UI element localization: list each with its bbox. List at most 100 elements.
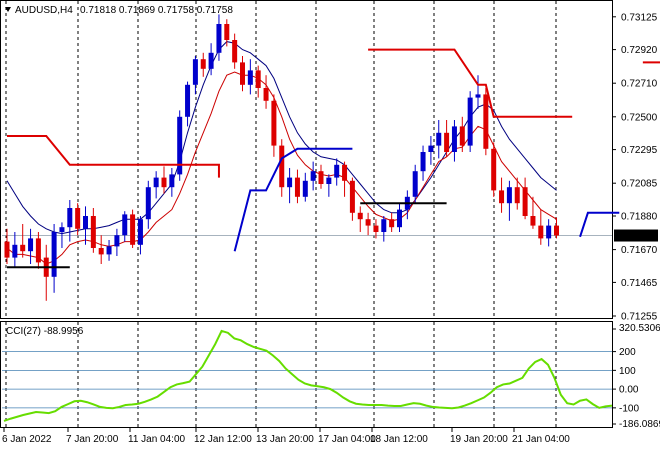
candle-bear (130, 214, 136, 245)
cci-title: CCI(27) -88.9956 (6, 326, 84, 337)
candle-bull (51, 232, 57, 277)
stop-line-down (368, 48, 573, 118)
time-tick-label: 13 Jan 20:00 (256, 434, 314, 445)
candle-bull (287, 177, 293, 188)
candle-bear (499, 190, 505, 204)
candle-bear (514, 187, 520, 204)
candle-bear (279, 145, 285, 188)
candle-bull (59, 227, 65, 232)
candle-bear (389, 219, 395, 228)
candle-bull (28, 238, 34, 252)
candle-bear (554, 225, 559, 236)
price-panel[interactable] (0, 0, 613, 319)
price-tick-label: 0.71670 (621, 245, 658, 256)
candles (4, 14, 559, 301)
candle-bull (475, 94, 481, 98)
candle-bear (294, 177, 300, 197)
cci-tick-label: 320.5306 (619, 323, 660, 334)
price-tick-label: 0.71255 (621, 312, 658, 323)
cci-tick-label: 200 (619, 347, 636, 358)
price-axis: 0.73125 0.72920 0.72710 0.72500 0.72295 0.720… (612, 12, 658, 323)
ma-slow-line (6, 41, 557, 235)
time-tick-label: 17 Jan 04:00 (318, 434, 376, 445)
candle-bull (467, 97, 473, 146)
price-tick-label: 0.72710 (621, 79, 658, 90)
candle-bear (365, 219, 371, 226)
candle-bull (310, 171, 316, 181)
candle-bull (83, 216, 88, 229)
candle-bear (263, 88, 269, 101)
cci-axis: 320.5306 200 100 0.00 -100 -186.0869 (612, 323, 660, 430)
candle-bull (67, 208, 73, 228)
candle-bear (90, 216, 96, 248)
candle-bear (232, 40, 238, 63)
stop-line-down (642, 61, 660, 64)
candle-bear (342, 164, 348, 181)
candle-bull (106, 246, 112, 255)
candle-bull (247, 70, 253, 85)
candle-bull (114, 235, 120, 247)
time-tick-label: 6 Jan 2022 (2, 434, 52, 445)
candle-bull (420, 152, 426, 172)
ohlc-header: 0.71818 0.71869 0.71758 0.71758 (80, 5, 233, 16)
cci-series (3, 329, 613, 422)
time-tick-label: 19 Jan 20:00 (450, 434, 508, 445)
candle-bear (20, 244, 26, 252)
time-tick-label: 12 Jan 12:00 (194, 434, 252, 445)
candle-bear (98, 248, 104, 255)
candle-bear (491, 148, 497, 191)
price-tick-label: 0.71880 (621, 212, 658, 223)
triangle-down-icon[interactable] (5, 7, 11, 12)
indicator-lines (6, 41, 557, 265)
candle-bear (357, 212, 363, 220)
time-tick-label: 18 Jan 12:00 (370, 434, 428, 445)
candle-bull (177, 116, 183, 175)
ma-fast-line (6, 71, 557, 265)
candle-bull (436, 132, 442, 146)
candle-bear (224, 24, 230, 40)
cci-panel[interactable] (0, 321, 613, 428)
candle-bear (444, 132, 450, 152)
time-tick-label: 11 Jan 04:00 (128, 434, 186, 445)
cci-tick-label: 0.00 (619, 385, 639, 396)
candle-bear (200, 59, 206, 69)
stop-line-up (233, 147, 353, 252)
candle-bull (145, 187, 151, 220)
candle-bull (397, 209, 402, 228)
candle-bull (208, 52, 214, 69)
price-tick-label: 0.72295 (621, 145, 658, 156)
candle-bear (255, 70, 261, 88)
candle-bull (216, 24, 222, 53)
cci-tick-label: -100 (619, 403, 639, 414)
candle-bull (381, 219, 387, 232)
candle-bear (318, 171, 324, 184)
candle-bull (412, 171, 418, 197)
candle-bull (185, 84, 191, 117)
current-price-marker: 0.71758 (614, 229, 658, 243)
candle-bull (334, 164, 340, 178)
candle-bear (75, 208, 81, 229)
time-tick-label: 7 Jan 20:00 (66, 434, 119, 445)
time-axis: 6 Jan 2022 7 Jan 20:00 11 Jan 04:00 12 Jan … (2, 428, 570, 445)
candle-bull (428, 145, 434, 152)
candle-bear (530, 216, 536, 226)
candle-bull (326, 177, 332, 184)
cci-line (3, 329, 613, 422)
candle-bull (451, 126, 457, 152)
cci-tick-label: 100 (619, 366, 636, 377)
current-price-label: 0.71758 (618, 232, 655, 243)
symbol-header: AUDUSD,H4 (15, 5, 73, 16)
candle-bear (373, 225, 379, 232)
cci-tick-label: -186.0869 (619, 419, 660, 430)
candle-bull (506, 187, 512, 204)
candle-bull (192, 59, 198, 85)
candle-bull (122, 214, 128, 236)
candle-bear (459, 126, 465, 146)
candle-bear (161, 177, 167, 188)
current-price-box (614, 229, 658, 242)
candle-bear (271, 100, 277, 146)
price-tick-label: 0.72920 (621, 45, 658, 56)
candle-bull (169, 174, 175, 188)
candle-bear (522, 187, 528, 216)
